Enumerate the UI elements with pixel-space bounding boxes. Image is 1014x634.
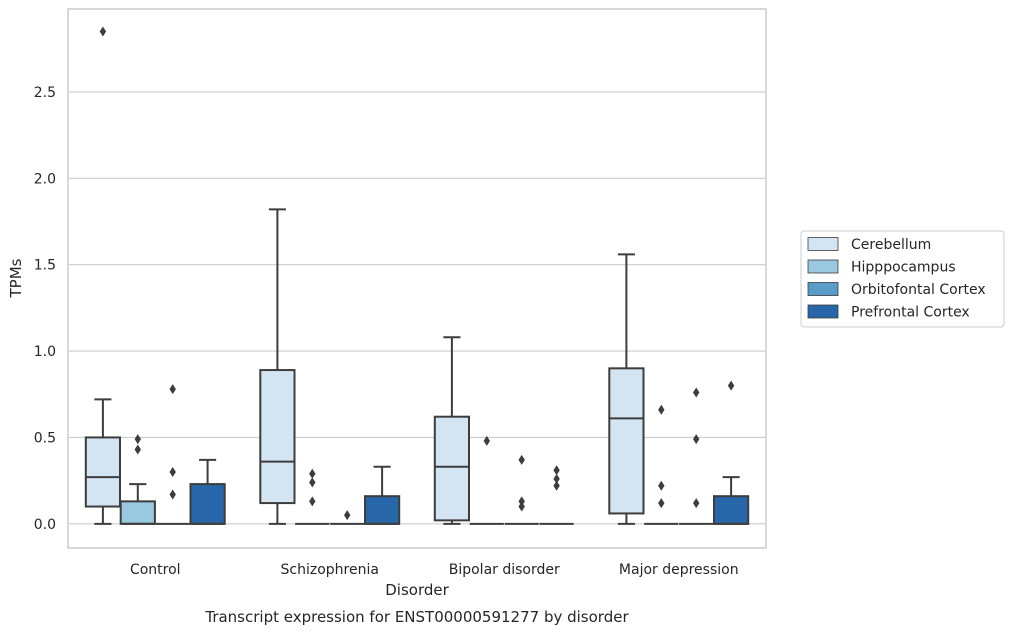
y-tick-label: 1.0: [34, 344, 56, 360]
legend-swatch: [807, 237, 839, 251]
y-tick-labels: 0.0 0.5 1.0 1.5 2.0 2.5: [34, 85, 56, 533]
outlier-point: [169, 466, 176, 477]
box-iqr: [363, 495, 401, 525]
legend: Cerebellum Hipppocampus Orbitofontal Corte…: [800, 230, 1005, 328]
x-tick-labels: Control Schizophrenia Bipolar disorder Majo…: [130, 562, 739, 578]
y-tick-label: 1.5: [34, 258, 56, 274]
y-tick-label: 2.0: [34, 171, 56, 187]
outlier-point: [518, 454, 525, 465]
boxes: [84, 26, 750, 525]
box-cerebellum: [608, 253, 645, 525]
outlier-point: [693, 387, 700, 398]
box-cerebellum: [84, 26, 122, 525]
legend-label: Orbitofontal Cortex: [851, 282, 986, 298]
box-prefrontal-cortex: [189, 458, 226, 525]
box-hipppocampus: [644, 404, 679, 525]
outlier-point: [553, 480, 560, 491]
box-iqr: [189, 483, 226, 525]
outlier-point: [658, 480, 665, 491]
outlier-point: [483, 435, 490, 446]
box-orbitofontal-cortex: [155, 384, 190, 525]
x-tick-label: Control: [130, 562, 181, 578]
box-iqr: [433, 415, 471, 522]
outlier-point: [553, 473, 560, 484]
x-tick-label: Bipolar disorder: [449, 562, 560, 578]
box-iqr: [119, 500, 156, 525]
outlier-point: [309, 496, 316, 507]
box-orbitofontal-cortex: [504, 454, 539, 525]
legend-swatch: [807, 259, 839, 274]
outlier-point: [309, 468, 316, 479]
box-prefrontal-cortex: [712, 380, 750, 525]
outlier-point: [553, 465, 560, 476]
legend-label: Hipppocampus: [851, 260, 956, 276]
x-tick-label: Major depression: [619, 562, 739, 578]
legend-swatch: [807, 282, 839, 296]
box-hipppocampus: [295, 468, 330, 525]
legend-label: Cerebellum: [851, 237, 931, 253]
box-iqr: [608, 367, 645, 515]
legend-swatch: [807, 304, 839, 319]
y-tick-label: 2.5: [34, 85, 56, 101]
outlier-point: [727, 380, 735, 391]
outlier-point: [658, 404, 665, 415]
grid-lines: [68, 91, 766, 525]
box-prefrontal-cortex: [363, 465, 401, 525]
box-iqr: [84, 436, 122, 508]
outlier-point: [518, 501, 525, 512]
x-axis-label: Disorder: [385, 581, 449, 599]
legend-frame: [800, 230, 1005, 328]
outlier-point: [693, 434, 700, 445]
box-iqr: [259, 369, 296, 505]
outlier-point: [518, 496, 525, 507]
outlier-point: [99, 26, 107, 37]
box-orbitofontal-cortex: [330, 510, 365, 525]
outlier-point: [134, 444, 141, 455]
outlier-point: [169, 384, 176, 395]
y-axis-label: TPMs: [7, 258, 25, 298]
outlier-point: [169, 489, 176, 500]
outlier-point: [344, 510, 351, 521]
legend-label: Prefrontal Cortex: [851, 305, 970, 321]
y-tick-label: 0.5: [34, 430, 56, 446]
box-hipppocampus: [119, 434, 156, 525]
chart-caption: Transcript expression for ENST0000059127…: [204, 608, 629, 626]
box-hipppocampus: [469, 435, 504, 525]
box-prefrontal-cortex: [539, 465, 574, 525]
box-cerebellum: [433, 336, 471, 525]
outlier-point: [134, 434, 141, 445]
box-orbitofontal-cortex: [679, 387, 714, 525]
y-tick-label: 0.0: [34, 517, 56, 533]
outlier-point: [693, 498, 700, 509]
outlier-point: [658, 498, 665, 509]
plot-frame: [67, 8, 767, 549]
box-iqr: [712, 495, 750, 525]
outlier-point: [309, 477, 316, 488]
box-cerebellum: [259, 208, 296, 525]
x-tick-label: Schizophrenia: [281, 562, 379, 578]
